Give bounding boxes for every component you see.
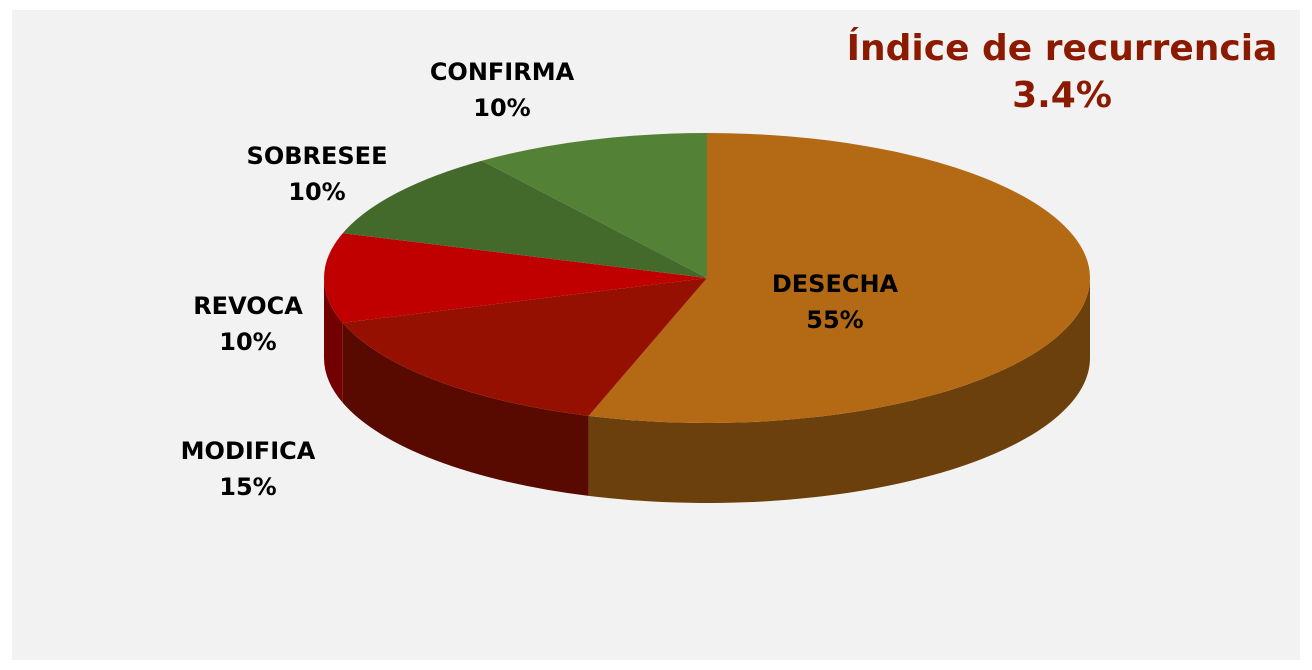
slice-side [342, 322, 589, 496]
slice-label: DESECHA [772, 270, 899, 298]
slice-value-label: 10% [288, 178, 345, 206]
slice-label: CONFIRMA [430, 58, 575, 86]
slice-value-label: 10% [219, 328, 276, 356]
slice-value-label: 10% [473, 94, 530, 122]
slice-side [588, 278, 1090, 503]
annotation-title: Índice de recurrencia [847, 27, 1278, 69]
slice-value-label: 55% [806, 306, 863, 334]
slice-label: MODIFICA [181, 437, 316, 465]
slice-label: SOBRESEE [247, 142, 388, 170]
slice [324, 233, 707, 323]
slice [342, 278, 707, 416]
slice-label: REVOCA [193, 292, 303, 320]
slice-side [324, 278, 343, 403]
slice [342, 160, 707, 278]
slice [481, 133, 707, 278]
pie [324, 133, 1090, 503]
slice [588, 133, 1090, 423]
annotation-value: 3.4% [1012, 75, 1112, 116]
slice-value-label: 15% [219, 473, 276, 501]
